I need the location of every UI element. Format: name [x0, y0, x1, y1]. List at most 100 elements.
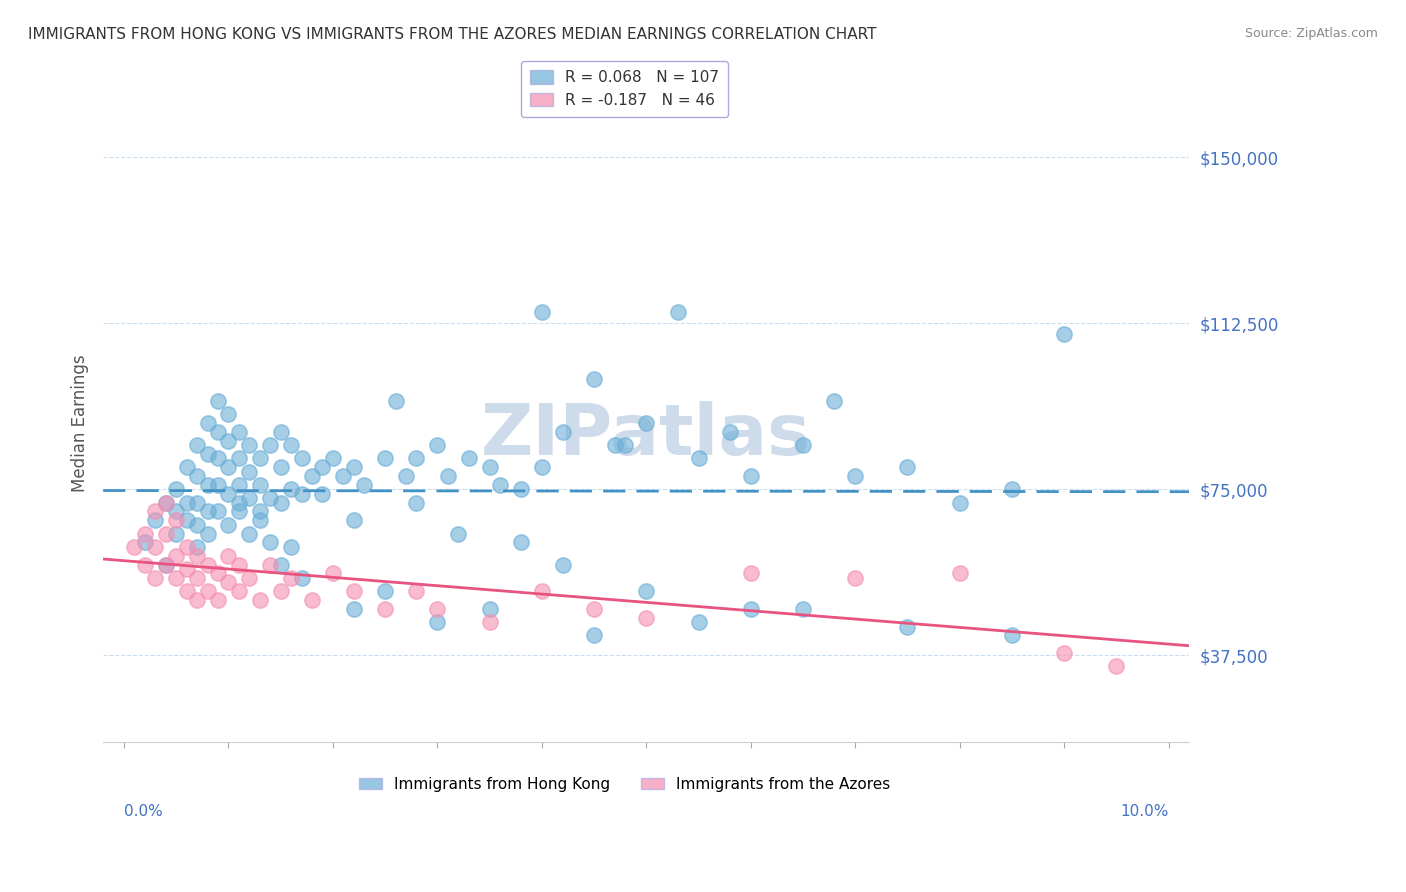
- Point: [186, 469, 208, 483]
- Point: [405, 495, 427, 509]
- Point: [583, 628, 606, 642]
- Point: [1105, 659, 1128, 673]
- Point: [176, 562, 198, 576]
- Point: [165, 526, 187, 541]
- Point: [405, 584, 427, 599]
- Text: 10.0%: 10.0%: [1121, 804, 1168, 819]
- Point: [844, 469, 866, 483]
- Point: [311, 487, 333, 501]
- Point: [740, 469, 762, 483]
- Point: [374, 584, 396, 599]
- Point: [614, 438, 637, 452]
- Text: IMMIGRANTS FROM HONG KONG VS IMMIGRANTS FROM THE AZORES MEDIAN EARNINGS CORRELAT: IMMIGRANTS FROM HONG KONG VS IMMIGRANTS …: [28, 27, 876, 42]
- Point: [290, 487, 312, 501]
- Point: [186, 549, 208, 563]
- Point: [186, 540, 208, 554]
- Point: [217, 549, 239, 563]
- Point: [238, 571, 260, 585]
- Point: [280, 540, 302, 554]
- Point: [510, 483, 533, 497]
- Text: ZIPatlas: ZIPatlas: [481, 401, 811, 470]
- Point: [249, 504, 271, 518]
- Point: [134, 526, 156, 541]
- Point: [384, 393, 406, 408]
- Point: [197, 478, 219, 492]
- Point: [270, 495, 292, 509]
- Point: [322, 566, 344, 581]
- Point: [270, 425, 292, 439]
- Point: [1053, 327, 1076, 342]
- Point: [228, 478, 250, 492]
- Point: [343, 460, 366, 475]
- Point: [197, 584, 219, 599]
- Text: Source: ZipAtlas.com: Source: ZipAtlas.com: [1244, 27, 1378, 40]
- Point: [228, 504, 250, 518]
- Point: [165, 483, 187, 497]
- Point: [207, 504, 229, 518]
- Point: [322, 451, 344, 466]
- Point: [395, 469, 418, 483]
- Point: [176, 495, 198, 509]
- Point: [1001, 628, 1024, 642]
- Point: [478, 602, 501, 616]
- Point: [270, 460, 292, 475]
- Point: [949, 566, 972, 581]
- Point: [636, 416, 658, 430]
- Point: [551, 558, 574, 572]
- Point: [155, 558, 177, 572]
- Point: [489, 478, 512, 492]
- Point: [238, 526, 260, 541]
- Point: [249, 593, 271, 607]
- Point: [186, 438, 208, 452]
- Point: [478, 460, 501, 475]
- Point: [530, 584, 553, 599]
- Point: [186, 571, 208, 585]
- Point: [207, 478, 229, 492]
- Point: [374, 602, 396, 616]
- Point: [583, 372, 606, 386]
- Point: [165, 549, 187, 563]
- Point: [249, 478, 271, 492]
- Point: [896, 619, 918, 633]
- Point: [207, 451, 229, 466]
- Point: [792, 602, 814, 616]
- Point: [124, 540, 146, 554]
- Point: [447, 526, 470, 541]
- Point: [249, 513, 271, 527]
- Point: [143, 540, 166, 554]
- Point: [197, 526, 219, 541]
- Point: [228, 425, 250, 439]
- Point: [238, 491, 260, 506]
- Point: [343, 602, 366, 616]
- Text: 0.0%: 0.0%: [124, 804, 163, 819]
- Point: [186, 495, 208, 509]
- Point: [270, 584, 292, 599]
- Point: [249, 451, 271, 466]
- Point: [426, 602, 449, 616]
- Point: [636, 611, 658, 625]
- Point: [290, 571, 312, 585]
- Point: [186, 517, 208, 532]
- Point: [1001, 483, 1024, 497]
- Point: [823, 393, 845, 408]
- Point: [207, 566, 229, 581]
- Point: [228, 558, 250, 572]
- Point: [270, 558, 292, 572]
- Point: [165, 571, 187, 585]
- Point: [134, 535, 156, 549]
- Point: [740, 566, 762, 581]
- Point: [197, 504, 219, 518]
- Point: [217, 434, 239, 448]
- Point: [217, 460, 239, 475]
- Point: [155, 526, 177, 541]
- Point: [949, 495, 972, 509]
- Point: [1053, 646, 1076, 660]
- Point: [405, 451, 427, 466]
- Point: [176, 513, 198, 527]
- Point: [844, 571, 866, 585]
- Point: [207, 393, 229, 408]
- Point: [280, 438, 302, 452]
- Point: [666, 305, 689, 319]
- Point: [426, 438, 449, 452]
- Y-axis label: Median Earnings: Median Earnings: [72, 354, 89, 491]
